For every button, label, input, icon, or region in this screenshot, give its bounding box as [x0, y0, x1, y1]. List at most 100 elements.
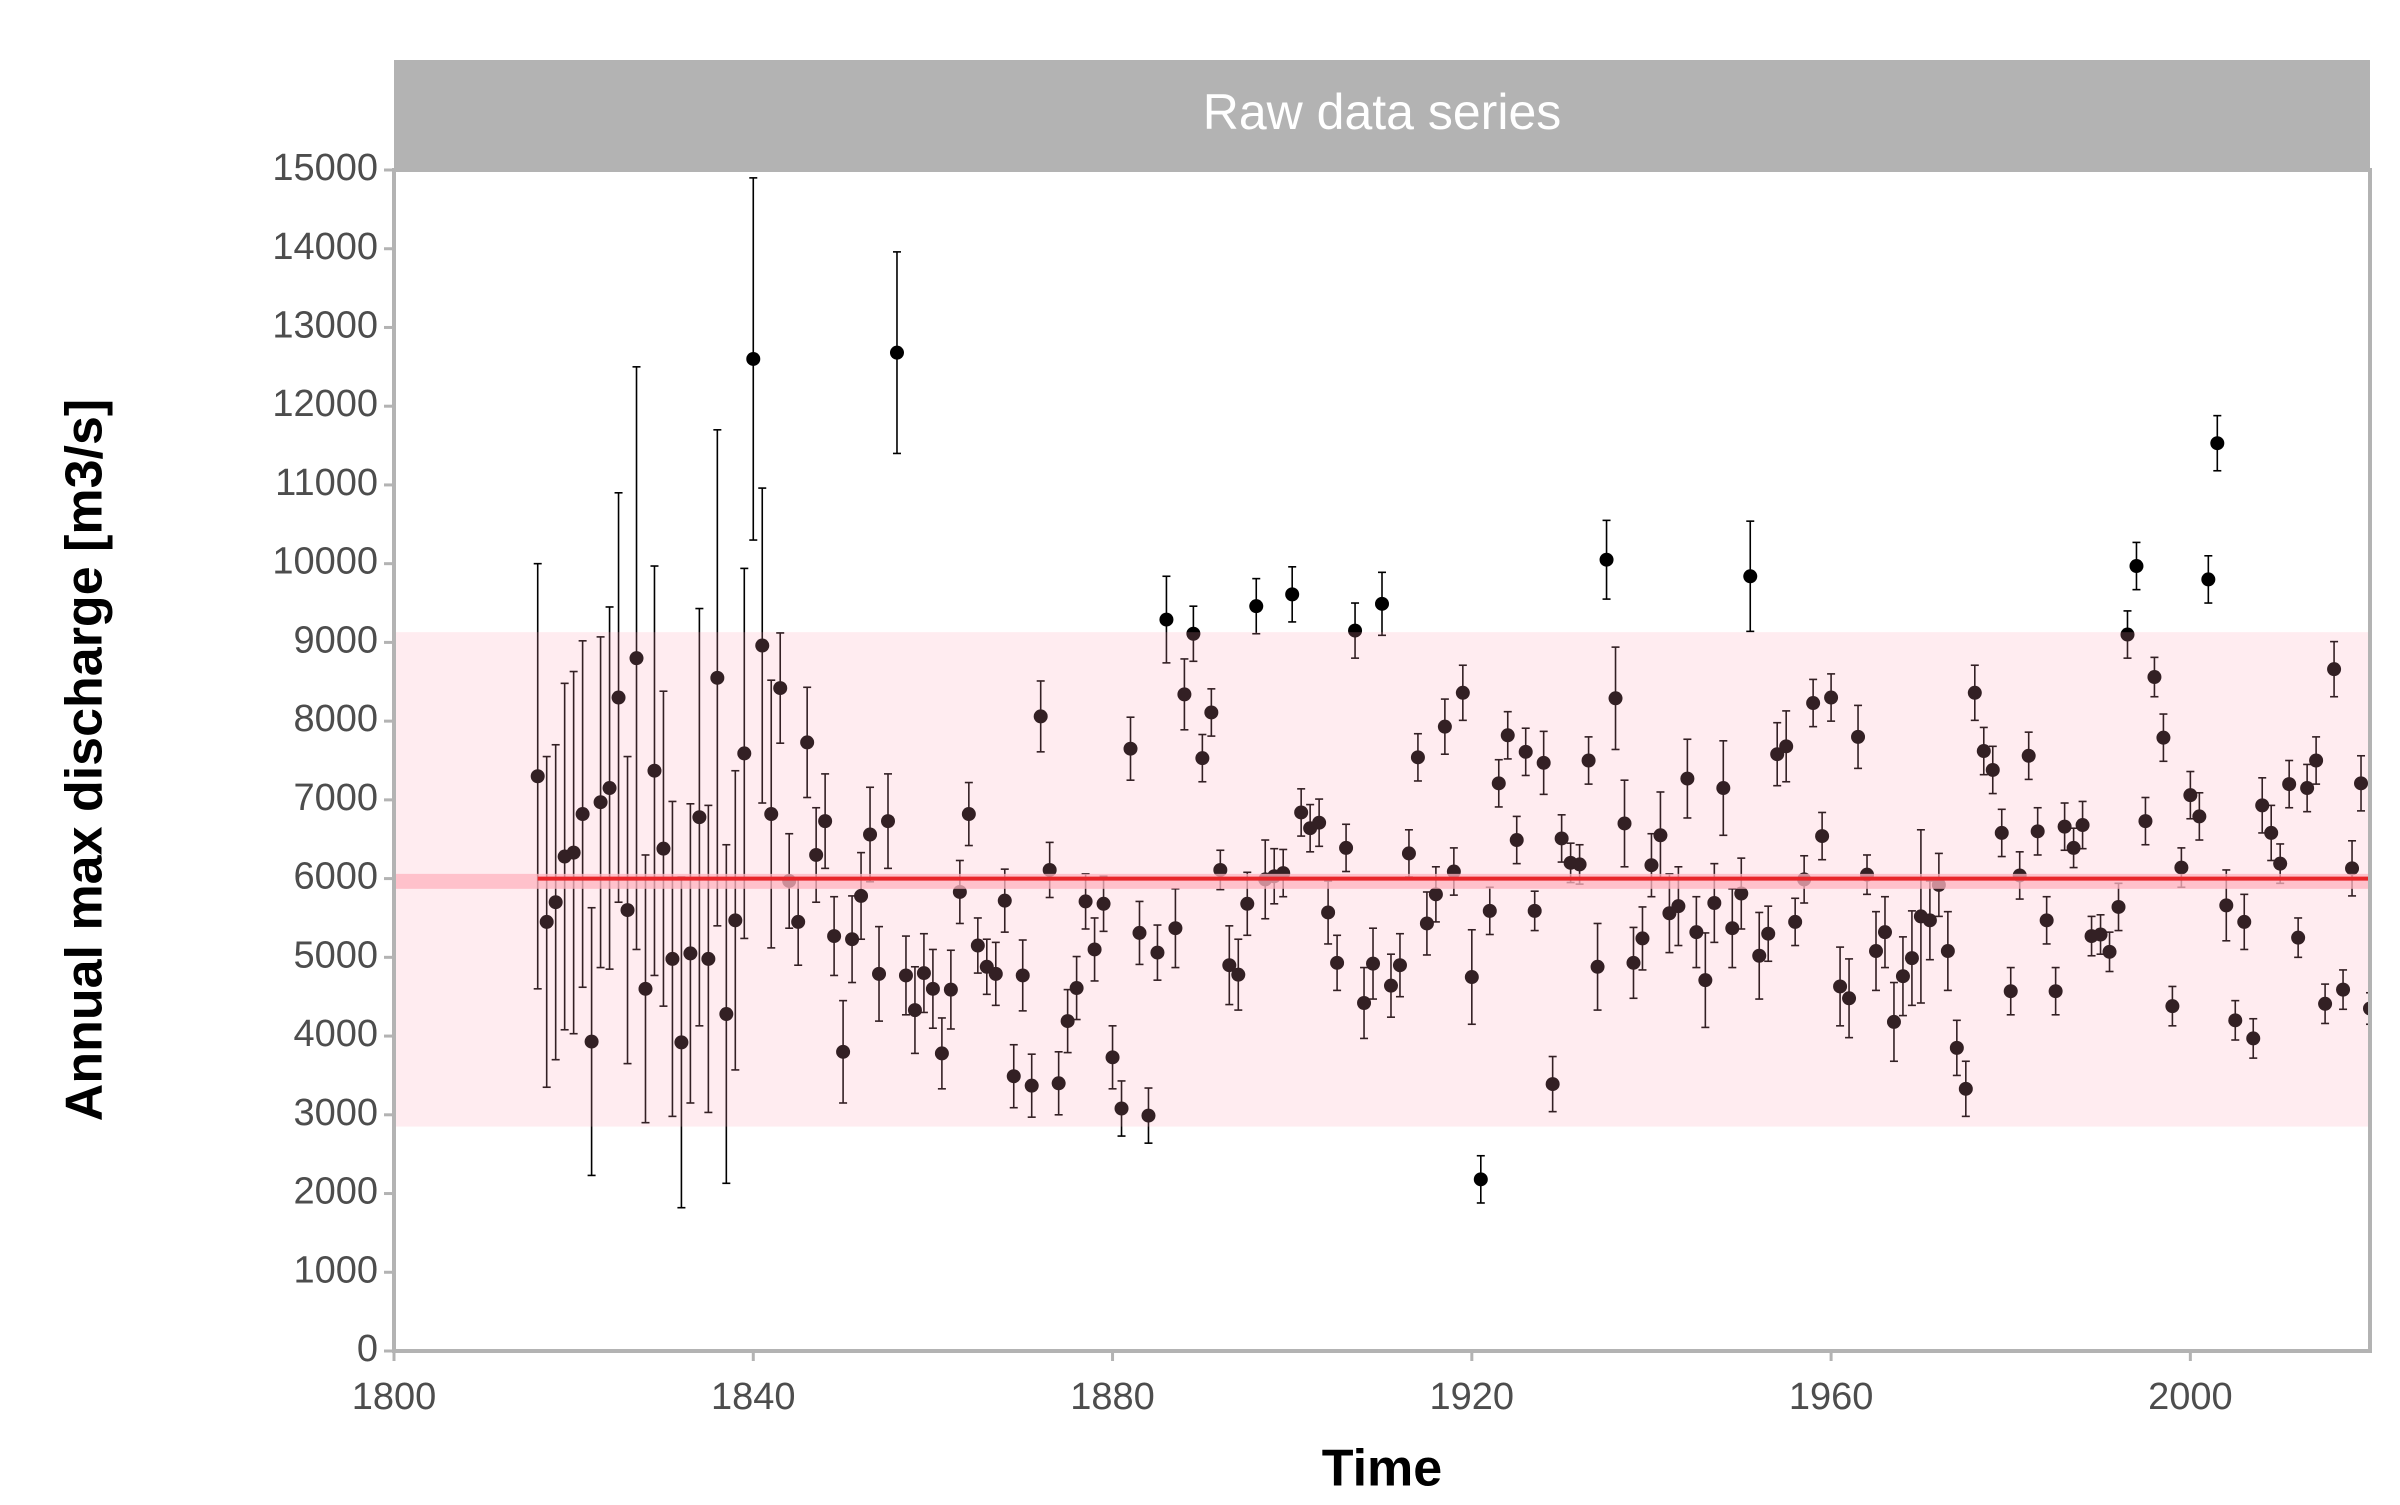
data-point	[746, 351, 761, 366]
data-point	[2156, 730, 2171, 745]
y-tick-label: 12000	[272, 383, 378, 425]
x-tick-label: 1960	[1789, 1376, 1874, 1418]
data-point	[1994, 825, 2009, 840]
data-point	[2309, 753, 2324, 768]
data-point	[1195, 751, 1210, 766]
data-point	[1312, 815, 1327, 830]
data-point	[1473, 1172, 1488, 1187]
y-tick-label: 3000	[293, 1092, 378, 1134]
data-point	[1949, 1040, 1964, 1055]
data-point	[1940, 944, 1955, 959]
data-point	[755, 638, 770, 653]
data-point	[1967, 685, 1982, 700]
data-point	[872, 966, 887, 981]
data-point	[773, 681, 788, 696]
data-point	[1240, 896, 1255, 911]
data-point	[620, 903, 635, 918]
data-point	[2075, 818, 2090, 833]
data-point	[1392, 958, 1407, 973]
data-point	[2165, 999, 2180, 1014]
data-point	[575, 807, 590, 822]
data-point	[916, 966, 931, 981]
data-point	[943, 982, 958, 997]
data-point	[1958, 1081, 1973, 1096]
data-point	[1599, 552, 1614, 567]
data-point	[1087, 942, 1102, 957]
data-point	[1985, 762, 2000, 777]
data-point	[2264, 825, 2279, 840]
data-point	[889, 345, 904, 360]
data-point	[1222, 958, 1237, 973]
y-tick-label: 11000	[275, 462, 378, 504]
data-point	[1851, 729, 1866, 744]
data-point	[1653, 828, 1668, 843]
data-point	[2210, 436, 2225, 451]
data-point	[791, 914, 806, 929]
data-point	[2228, 1013, 2243, 1028]
data-point	[2021, 748, 2036, 763]
data-point	[2066, 840, 2081, 855]
data-point	[602, 781, 617, 796]
y-tick-label: 4000	[293, 1013, 378, 1055]
data-point	[1644, 858, 1659, 873]
data-point	[1895, 969, 1910, 984]
data-point	[2129, 559, 2144, 574]
data-point	[818, 814, 833, 829]
data-point	[1339, 840, 1354, 855]
data-point	[1590, 959, 1605, 974]
data-point	[2147, 670, 2162, 685]
data-point	[1581, 753, 1596, 768]
data-point	[1725, 921, 1740, 936]
data-point	[2138, 814, 2153, 829]
data-point	[1285, 587, 1300, 602]
data-point	[2183, 788, 2198, 803]
data-point	[1123, 741, 1138, 756]
data-point	[2030, 824, 2045, 839]
data-point	[863, 827, 878, 842]
data-point	[2327, 662, 2342, 677]
data-point	[701, 951, 716, 966]
data-point	[1886, 1014, 1901, 1029]
data-point	[1213, 862, 1228, 877]
y-tick-label: 9000	[293, 619, 378, 661]
plot-area	[394, 177, 2370, 1209]
data-point	[2102, 944, 2117, 959]
data-point	[2273, 856, 2288, 871]
data-point	[1428, 887, 1443, 902]
data-point	[934, 1046, 949, 1061]
data-point	[1689, 925, 1704, 940]
data-point	[674, 1035, 689, 1050]
data-point	[2318, 996, 2333, 1011]
data-point	[1716, 781, 1731, 796]
data-point	[1383, 978, 1398, 993]
data-point	[881, 814, 895, 829]
x-axis-title: Time	[1322, 1440, 1442, 1498]
panel-border	[392, 168, 2372, 1353]
data-point	[1078, 894, 1093, 909]
data-point	[809, 847, 824, 862]
data-point	[593, 795, 608, 810]
data-point	[1617, 816, 1632, 831]
data-point	[1186, 626, 1201, 641]
data-point	[1177, 687, 1192, 702]
mean-interval-band	[394, 873, 2370, 889]
data-point	[1680, 771, 1695, 786]
data-point	[2237, 914, 2252, 929]
data-point	[827, 929, 842, 944]
data-point	[970, 938, 985, 953]
data-point	[2246, 1031, 2261, 1046]
data-point	[2219, 898, 2234, 913]
data-point	[997, 893, 1012, 908]
data-point	[2174, 860, 2189, 875]
data-point	[539, 914, 554, 929]
data-point	[1348, 623, 1363, 638]
data-point	[1401, 846, 1416, 861]
data-point	[638, 981, 653, 996]
data-point	[1464, 970, 1479, 985]
data-point	[1096, 896, 1111, 911]
data-point	[737, 746, 752, 761]
data-point	[1527, 903, 1542, 918]
data-point	[2291, 930, 2306, 945]
